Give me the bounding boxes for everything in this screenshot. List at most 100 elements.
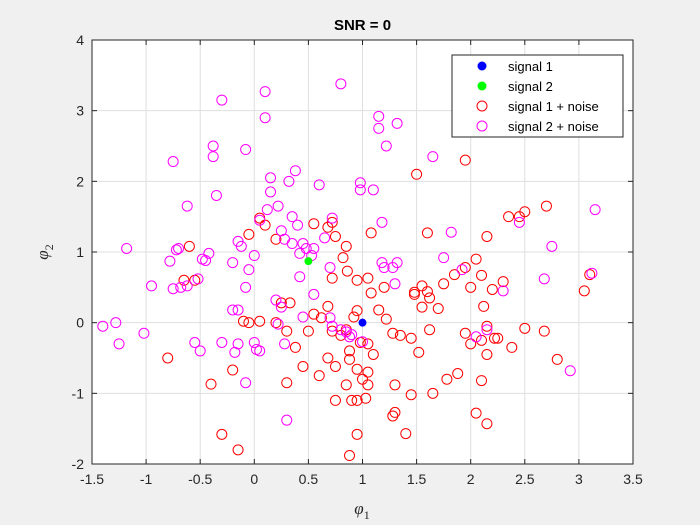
point-signal-1-noise bbox=[329, 360, 341, 372]
x-tick-label: -0.5 bbox=[188, 471, 212, 487]
point-signal-1-noise bbox=[481, 230, 493, 242]
point-signal-2-noise bbox=[227, 304, 239, 316]
point-signal-1-noise bbox=[506, 341, 518, 353]
point-signal-1-noise bbox=[178, 274, 190, 286]
y-tick-label: 0 bbox=[76, 315, 84, 331]
point-signal-2-noise bbox=[589, 204, 601, 216]
point-signal-2-noise bbox=[481, 324, 493, 336]
point-signal-1-noise bbox=[540, 200, 552, 212]
point-signal-2-noise bbox=[391, 257, 403, 269]
point-signal-1-noise bbox=[551, 353, 563, 365]
point-signal-2-noise bbox=[243, 264, 255, 276]
legend-marker-signal-2-noise bbox=[476, 120, 488, 132]
point-signal-1-noise bbox=[421, 227, 433, 239]
point-signal-2-noise bbox=[326, 212, 338, 224]
point-signal-2-noise bbox=[275, 301, 287, 313]
point-signal-1-noise bbox=[538, 325, 550, 337]
axis-ticks: -1.5 -1 -0.5 0 0.5 1 1.5 2 2.5 3 3.5 -2 -1 0 1 2 3 4 bbox=[72, 32, 643, 487]
point-signal-1-noise bbox=[237, 315, 249, 327]
point-signal-1-noise bbox=[362, 338, 374, 350]
point-signal-2-noise bbox=[254, 214, 266, 226]
point-signal-1-noise bbox=[481, 418, 493, 430]
point-signal-1-noise bbox=[281, 377, 293, 389]
x-tick-label: -1 bbox=[140, 471, 153, 487]
point-signal-1-noise bbox=[408, 288, 420, 300]
point-signal-2-noise bbox=[210, 189, 222, 201]
point-signal-2-noise bbox=[203, 247, 215, 259]
x-tick-label: -1.5 bbox=[80, 471, 104, 487]
legend: signal 1 signal 2 signal 1 + noise signa… bbox=[451, 54, 624, 138]
point-signal-2-noise bbox=[259, 86, 271, 98]
point-signal-1-noise bbox=[329, 394, 341, 406]
point-signal-1-noise bbox=[405, 389, 417, 401]
point-signal-2-noise bbox=[181, 280, 193, 292]
point-signal-2-noise bbox=[216, 336, 228, 348]
point-signal-2-noise bbox=[181, 200, 193, 212]
point-signal-1-noise bbox=[367, 348, 379, 360]
point-signal-1-noise bbox=[481, 348, 493, 360]
point-signal-1-noise bbox=[365, 227, 377, 239]
point-signal-2-noise bbox=[192, 273, 204, 285]
point-signal-2-noise bbox=[427, 151, 439, 163]
point-signal-2-noise bbox=[97, 320, 109, 332]
point-signal-1-noise bbox=[351, 274, 363, 286]
point-signal-2-noise bbox=[194, 345, 206, 357]
point-signal-2-noise bbox=[200, 254, 212, 266]
point-signal-2-noise bbox=[300, 242, 312, 254]
point-signal-2-noise bbox=[146, 280, 158, 292]
point-signal-1-noise bbox=[243, 228, 255, 240]
point-signal-2-noise bbox=[254, 345, 266, 357]
point-signal-1-noise bbox=[481, 320, 493, 332]
point-signal-2-noise bbox=[173, 242, 185, 254]
point-signal-2-noise bbox=[248, 250, 260, 262]
point-signal-2-noise bbox=[240, 377, 252, 389]
chart-title: SNR = 0 bbox=[334, 17, 391, 34]
point-signal-1-noise bbox=[465, 281, 477, 293]
point-signal-1-noise bbox=[459, 262, 471, 274]
point-signal-1-noise bbox=[308, 308, 320, 320]
point-signal-1-noise bbox=[275, 297, 287, 309]
y-tick-label: -1 bbox=[72, 385, 85, 401]
point-signal-2-noise bbox=[391, 117, 403, 129]
y-tick-label: 4 bbox=[76, 32, 84, 48]
point-signal-1-noise bbox=[351, 363, 363, 375]
legend-label-signal-1-noise: signal 1 + noise bbox=[508, 99, 599, 114]
point-signal-1-noise bbox=[389, 379, 401, 391]
point-signal-1 bbox=[358, 318, 367, 327]
point-signal-1-noise bbox=[380, 313, 392, 325]
point-signal-1-noise bbox=[400, 428, 412, 440]
point-signal-1-noise bbox=[373, 304, 385, 316]
point-signal-2-noise bbox=[235, 240, 247, 252]
point-signal-1-noise bbox=[584, 269, 596, 281]
point-signal-2-noise bbox=[380, 140, 392, 152]
point-signal-1-noise bbox=[421, 286, 433, 298]
point-signal-2-noise bbox=[335, 78, 347, 90]
point-signal-1-noise bbox=[427, 387, 439, 399]
point-signal-2-noise bbox=[113, 338, 125, 350]
point-signal-1-noise bbox=[216, 428, 228, 440]
point-signal-2-noise bbox=[229, 346, 241, 358]
y-tick-label: 2 bbox=[76, 173, 84, 189]
point-signal-2-noise bbox=[240, 144, 252, 156]
point-signal-2-noise bbox=[232, 304, 244, 316]
point-signal-1-noise bbox=[459, 154, 471, 166]
point-signal-1-noise bbox=[424, 292, 436, 304]
point-signal-1-noise bbox=[476, 269, 488, 281]
point-signal-1-noise bbox=[416, 301, 428, 313]
point-signal-2 bbox=[304, 257, 313, 266]
point-signal-2-noise bbox=[272, 318, 284, 330]
point-signal-2-noise bbox=[175, 281, 187, 293]
point-signal-2-noise bbox=[346, 329, 358, 341]
point-signal-1-noise bbox=[162, 352, 174, 364]
point-signal-1-noise bbox=[438, 278, 450, 290]
point-signal-2-noise bbox=[538, 273, 550, 285]
point-signal-1-noise bbox=[322, 300, 334, 312]
point-signal-1-noise bbox=[424, 324, 436, 336]
point-signal-1-noise bbox=[357, 373, 368, 385]
point-signal-1-noise bbox=[254, 315, 266, 327]
point-signal-2-noise bbox=[313, 179, 325, 191]
point-signal-1-noise bbox=[497, 276, 509, 288]
point-signal-1-noise bbox=[270, 233, 282, 245]
point-signal-1-noise bbox=[337, 252, 349, 264]
point-signal-1-noise bbox=[519, 206, 531, 218]
